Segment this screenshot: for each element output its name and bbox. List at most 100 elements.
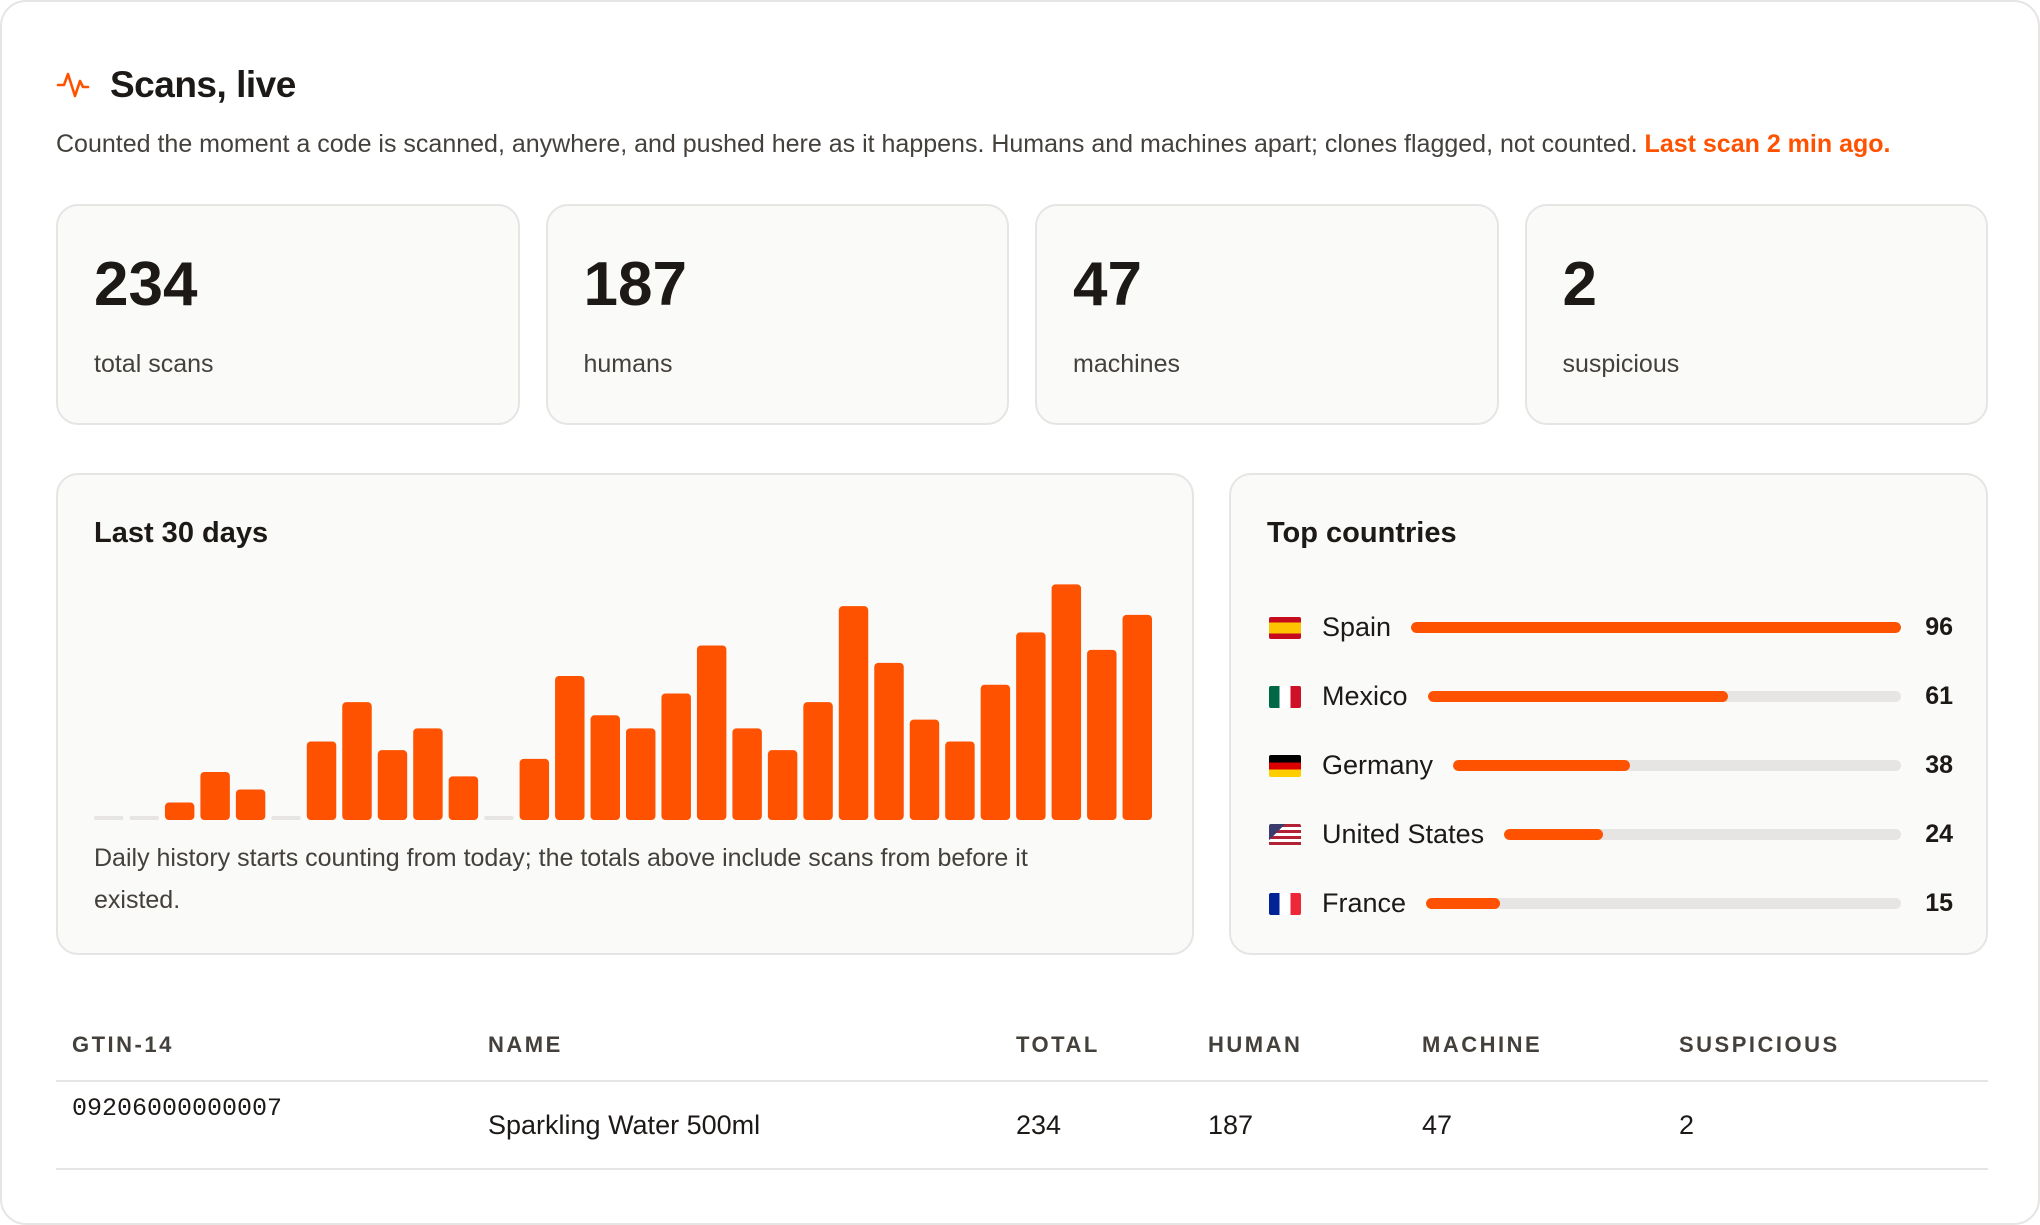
column-header-machine[interactable]: MACHINE (1406, 1012, 1663, 1082)
daily-bar (661, 693, 691, 820)
daily-bar (164, 802, 195, 820)
human-cell: 187 (1192, 1081, 1406, 1170)
column-header-gtin[interactable]: GTIN-14 (56, 1012, 472, 1082)
daily-bar (626, 728, 656, 820)
stat-card-total: 234 total scans (56, 204, 520, 425)
column-header-suspicious[interactable]: SUSPICIOUS (1663, 1012, 1988, 1082)
daily-bar (200, 772, 230, 820)
daily-bar-chart (94, 584, 1152, 820)
mexico-flag-icon (1269, 685, 1301, 708)
daily-bar (129, 816, 159, 820)
country-name: Germany (1322, 750, 1434, 780)
column-header-human[interactable]: HUMAN (1192, 1012, 1406, 1082)
country-count: 96 (1925, 613, 1953, 641)
gtin-cell: 09206000000007 (56, 1081, 472, 1170)
country-bar (1504, 829, 1901, 840)
country-bar (1426, 898, 1901, 909)
daily-bar (803, 702, 833, 820)
daily-bar (767, 750, 798, 820)
table-row[interactable]: 09206000000007 Sparkling Water 500ml 234… (56, 1081, 1988, 1170)
stats-row: 234 total scans 187 humans 47 machines 2… (56, 204, 1988, 425)
stat-value: 47 (1073, 250, 1142, 319)
suspicious-cell: 2 (1663, 1081, 1988, 1170)
country-name: Spain (1322, 612, 1392, 642)
machine-cell: 47 (1406, 1081, 1663, 1170)
country-row: United States 24 (1269, 800, 1953, 869)
countries-title: Top countries (1267, 517, 1457, 549)
stat-value: 187 (583, 250, 687, 319)
total-cell: 234 (1000, 1081, 1192, 1170)
daily-bar (342, 702, 372, 820)
daily-bar (413, 728, 443, 820)
stat-value: 234 (94, 250, 198, 319)
daily-bar (555, 676, 585, 820)
country-bar-fill (1427, 691, 1729, 702)
product-name-cell: Sparkling Water 500ml (472, 1081, 1000, 1170)
daily-bar (306, 741, 337, 820)
country-row: Mexico 61 (1269, 662, 1953, 731)
description-text: Counted the moment a code is scanned, an… (56, 130, 1638, 158)
daily-bar (696, 645, 727, 820)
country-bar-fill (1504, 829, 1604, 840)
daily-bar (980, 684, 1011, 820)
daily-bar (519, 758, 550, 820)
country-row: Germany 38 (1269, 731, 1953, 800)
daily-bar (484, 816, 514, 820)
stat-label: total scans (94, 350, 214, 378)
united-states-flag-icon (1269, 823, 1301, 846)
column-header-name[interactable]: NAME (472, 1012, 1000, 1082)
top-countries-card: Top countries Spain 96 Mexico 61 Germany… (1229, 473, 1988, 955)
daily-bar (377, 750, 408, 820)
gtin-value: 09206000000007 (72, 1094, 283, 1123)
country-list: Spain 96 Mexico 61 Germany 38 United Sta… (1269, 593, 1953, 938)
daily-bar (838, 606, 869, 820)
daily-bar (909, 719, 940, 820)
country-bar (1453, 760, 1901, 771)
page-title: Scans, live (110, 64, 296, 105)
daily-bar (874, 662, 904, 820)
country-count: 15 (1925, 889, 1953, 917)
daily-bar (945, 741, 975, 820)
products-table-wrap: GTIN-14 NAME TOTAL HUMAN MACHINE SUSPICI… (56, 1012, 1988, 1170)
last-scan-note: Last scan 2 min ago. (1644, 130, 1891, 158)
stat-label: humans (583, 350, 673, 378)
chart-note: Daily history starts counting from today… (94, 844, 1028, 914)
spain-flag-icon (1269, 616, 1301, 639)
country-count: 61 (1925, 682, 1953, 710)
chart-title: Last 30 days (94, 517, 269, 549)
country-bar-fill (1426, 898, 1501, 909)
country-count: 38 (1925, 751, 1953, 779)
daily-chart-card: Last 30 days Daily history starts counti… (56, 473, 1194, 955)
daily-bar (1122, 614, 1152, 820)
germany-flag-icon (1269, 754, 1301, 777)
daily-bar (1087, 649, 1117, 820)
daily-bar (235, 789, 266, 820)
products-table: GTIN-14 NAME TOTAL HUMAN MACHINE SUSPICI… (56, 1012, 1988, 1170)
daily-bar (590, 715, 620, 820)
daily-bar (448, 776, 479, 820)
country-name: France (1322, 888, 1407, 918)
country-bar-fill (1411, 622, 1901, 633)
table-header-row: GTIN-14 NAME TOTAL HUMAN MACHINE SUSPICI… (56, 1012, 1988, 1082)
country-name: United States (1322, 819, 1485, 849)
country-name: Mexico (1322, 681, 1408, 711)
column-header-total[interactable]: TOTAL (1000, 1012, 1192, 1082)
stat-card-machines: 47 machines (1035, 204, 1499, 425)
country-bar-fill (1453, 760, 1631, 771)
stat-label: machines (1073, 350, 1180, 378)
stat-card-suspicious: 2 suspicious (1524, 204, 1988, 425)
daily-bar (271, 816, 301, 820)
country-bar (1411, 622, 1901, 633)
daily-bar (1016, 632, 1046, 820)
france-flag-icon (1269, 892, 1301, 915)
panel-header: Scans, live (56, 64, 296, 106)
daily-bar (732, 728, 762, 820)
stat-card-humans: 187 humans (545, 204, 1009, 425)
stat-value: 2 (1562, 250, 1597, 319)
daily-bar (1051, 584, 1082, 820)
country-row: France 15 (1269, 869, 1953, 938)
country-bar (1427, 691, 1901, 702)
daily-bar (94, 816, 124, 820)
pulse-icon (56, 72, 90, 98)
